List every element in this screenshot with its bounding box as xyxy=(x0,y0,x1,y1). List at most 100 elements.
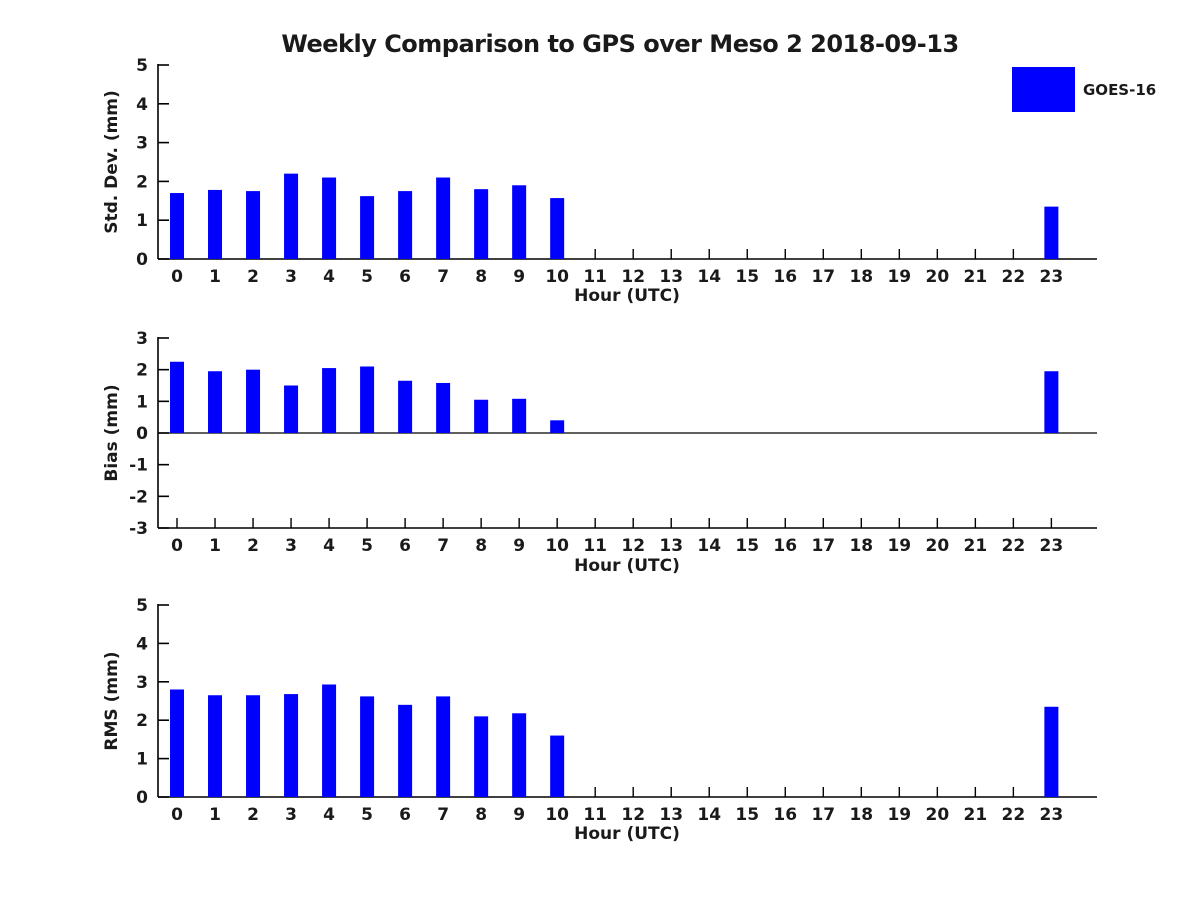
svg-text:1: 1 xyxy=(136,750,148,770)
svg-text:12: 12 xyxy=(621,536,645,556)
svg-text:6: 6 xyxy=(399,536,411,556)
svg-text:3: 3 xyxy=(136,329,148,349)
svg-text:2: 2 xyxy=(247,805,259,825)
svg-text:0: 0 xyxy=(171,536,183,556)
svg-text:1: 1 xyxy=(209,805,221,825)
svg-text:2: 2 xyxy=(136,361,148,381)
svg-text:13: 13 xyxy=(659,536,683,556)
svg-text:22: 22 xyxy=(1002,267,1026,287)
svg-text:19: 19 xyxy=(887,267,911,287)
svg-text:4: 4 xyxy=(323,805,335,825)
svg-text:1: 1 xyxy=(136,211,148,231)
svg-text:4: 4 xyxy=(323,267,335,287)
svg-text:23: 23 xyxy=(1040,805,1064,825)
svg-text:2: 2 xyxy=(136,711,148,731)
svg-text:13: 13 xyxy=(659,267,683,287)
svg-text:21: 21 xyxy=(964,536,988,556)
x-axis-label-bias: Hour (UTC) xyxy=(574,556,680,576)
svg-text:1: 1 xyxy=(136,392,148,412)
svg-text:17: 17 xyxy=(811,267,835,287)
svg-text:3: 3 xyxy=(285,536,297,556)
legend-label: GOES-16 xyxy=(1083,80,1157,99)
legend-swatch-goes16 xyxy=(1012,67,1075,112)
svg-text:20: 20 xyxy=(925,805,949,825)
svg-text:11: 11 xyxy=(583,805,607,825)
svg-text:15: 15 xyxy=(735,805,759,825)
svg-text:15: 15 xyxy=(735,267,759,287)
svg-text:0: 0 xyxy=(171,267,183,287)
svg-text:18: 18 xyxy=(849,536,873,556)
svg-text:21: 21 xyxy=(964,805,988,825)
svg-text:4: 4 xyxy=(136,95,148,115)
svg-text:-1: -1 xyxy=(129,456,148,476)
svg-text:16: 16 xyxy=(773,536,797,556)
svg-text:3: 3 xyxy=(285,267,297,287)
svg-text:3: 3 xyxy=(285,805,297,825)
svg-text:14: 14 xyxy=(697,267,721,287)
svg-text:16: 16 xyxy=(773,267,797,287)
svg-text:23: 23 xyxy=(1040,267,1064,287)
svg-text:9: 9 xyxy=(513,267,525,287)
svg-text:18: 18 xyxy=(849,805,873,825)
svg-text:4: 4 xyxy=(323,536,335,556)
svg-text:7: 7 xyxy=(437,267,449,287)
svg-text:20: 20 xyxy=(925,536,949,556)
svg-text:17: 17 xyxy=(811,805,835,825)
svg-text:19: 19 xyxy=(887,536,911,556)
svg-text:7: 7 xyxy=(437,536,449,556)
svg-text:2: 2 xyxy=(247,536,259,556)
svg-text:3: 3 xyxy=(136,134,148,154)
svg-text:-2: -2 xyxy=(129,487,148,507)
svg-text:8: 8 xyxy=(475,267,487,287)
svg-text:1: 1 xyxy=(209,267,221,287)
svg-text:1: 1 xyxy=(209,536,221,556)
svg-text:19: 19 xyxy=(887,805,911,825)
svg-text:10: 10 xyxy=(545,536,569,556)
svg-text:14: 14 xyxy=(697,805,721,825)
svg-text:6: 6 xyxy=(399,267,411,287)
svg-text:0: 0 xyxy=(136,788,148,808)
svg-text:23: 23 xyxy=(1040,536,1064,556)
svg-text:21: 21 xyxy=(964,267,988,287)
svg-text:2: 2 xyxy=(136,172,148,192)
svg-text:22: 22 xyxy=(1002,536,1026,556)
svg-text:15: 15 xyxy=(735,536,759,556)
svg-text:0: 0 xyxy=(136,250,148,270)
svg-text:4: 4 xyxy=(136,634,148,654)
svg-text:5: 5 xyxy=(361,536,373,556)
svg-text:9: 9 xyxy=(513,536,525,556)
svg-text:14: 14 xyxy=(697,536,721,556)
svg-text:5: 5 xyxy=(361,805,373,825)
svg-text:7: 7 xyxy=(437,805,449,825)
svg-text:12: 12 xyxy=(621,267,645,287)
svg-text:5: 5 xyxy=(136,596,148,616)
svg-text:10: 10 xyxy=(545,267,569,287)
svg-text:16: 16 xyxy=(773,805,797,825)
svg-text:0: 0 xyxy=(136,424,148,444)
svg-text:18: 18 xyxy=(849,267,873,287)
svg-text:5: 5 xyxy=(136,56,148,76)
svg-text:8: 8 xyxy=(475,536,487,556)
x-axis-label-rms: Hour (UTC) xyxy=(574,824,680,844)
svg-text:3: 3 xyxy=(136,673,148,693)
svg-text:11: 11 xyxy=(583,536,607,556)
svg-text:22: 22 xyxy=(1002,805,1026,825)
svg-text:9: 9 xyxy=(513,805,525,825)
svg-text:11: 11 xyxy=(583,267,607,287)
svg-text:13: 13 xyxy=(659,805,683,825)
svg-text:2: 2 xyxy=(247,267,259,287)
legend: GOES-16 xyxy=(1012,67,1156,112)
svg-text:5: 5 xyxy=(361,267,373,287)
svg-text:12: 12 xyxy=(621,805,645,825)
svg-text:8: 8 xyxy=(475,805,487,825)
svg-text:20: 20 xyxy=(925,267,949,287)
svg-text:10: 10 xyxy=(545,805,569,825)
svg-text:0: 0 xyxy=(171,805,183,825)
svg-text:-3: -3 xyxy=(129,519,148,539)
x-axis-label-std-dev: Hour (UTC) xyxy=(574,286,680,306)
svg-text:6: 6 xyxy=(399,805,411,825)
